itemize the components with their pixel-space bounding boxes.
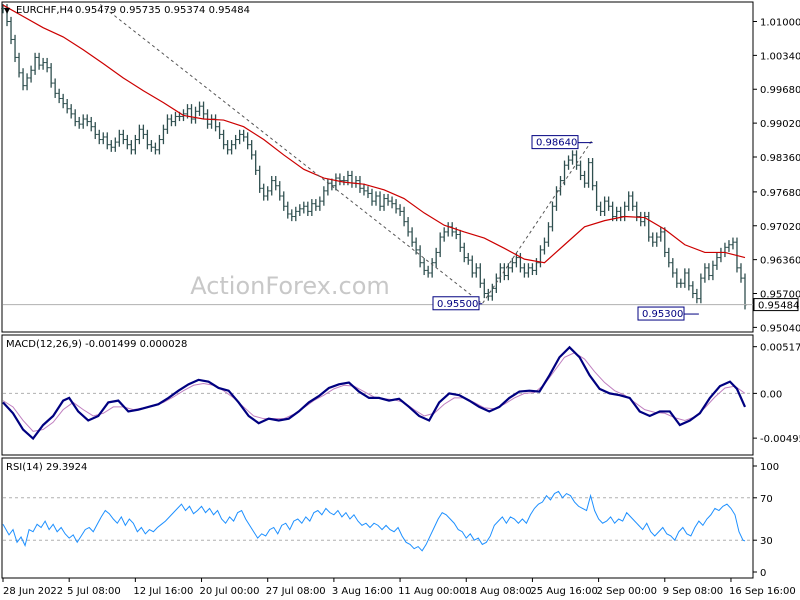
macd-axis-label: -0.004954 xyxy=(760,434,800,445)
macd-pane-frame xyxy=(1,334,754,456)
macd-layer xyxy=(2,345,753,441)
ohlc-label: 0.95479 0.95735 0.95374 0.95484 xyxy=(75,5,250,16)
price-axis-label: 0.97020 xyxy=(760,222,800,233)
time-axis-label: 5 Jul 08:00 xyxy=(67,586,121,597)
axis-layer: 1.01000 1.00340 0.99680 0.99020 0.98360 0.976… xyxy=(2,18,800,597)
price-axis-label: 0.95040 xyxy=(760,323,800,334)
rsi-line xyxy=(2,490,746,552)
price-axis-label: 0.95700 xyxy=(760,290,800,301)
symbol-label: EURCHF,H4 xyxy=(16,5,73,16)
time-axis-label: 11 Aug 00:00 xyxy=(398,586,465,597)
rsi-axis-label: 30 xyxy=(760,536,773,547)
macd-axis-label: 0.00 xyxy=(760,389,782,400)
rsi-axis-label: 100 xyxy=(760,462,779,473)
price-annotation-label: 0.95500 xyxy=(437,299,478,310)
time-axis-label: 3 Aug 16:00 xyxy=(332,586,393,597)
price-axis-label: 1.01000 xyxy=(760,18,800,29)
macd-line xyxy=(2,345,747,441)
price-axis-label: 0.97680 xyxy=(760,188,800,199)
time-axis-label: 12 Jul 16:00 xyxy=(133,586,193,597)
moving-average-line xyxy=(2,4,746,264)
macd-title: MACD(12,26,9) -0.001499 0.000028 xyxy=(6,339,187,350)
last-price-tag xyxy=(753,298,799,312)
price-axis-label: 0.99680 xyxy=(760,85,800,96)
last-price-label: 0.95484 xyxy=(758,301,799,312)
watermark: ActionForex.com xyxy=(190,272,390,300)
price-axis-label: 0.99020 xyxy=(760,119,800,130)
price-axis-label: 0.98360 xyxy=(760,153,800,164)
triangle-down-icon: ▼ xyxy=(4,6,11,15)
price-axis-label: 1.00340 xyxy=(760,51,800,62)
time-axis-label: 9 Sep 08:00 xyxy=(663,586,723,597)
time-axis-label: 28 Jun 2022 xyxy=(3,586,63,597)
price-pane-frame xyxy=(1,1,754,333)
price-layer: 0.98640 0.95500 0.95300 xyxy=(1,4,753,321)
rsi-title: RSI(14) 29.3924 xyxy=(6,462,87,473)
rsi-layer xyxy=(2,490,753,552)
macd-axis-label: 0.005171 xyxy=(760,343,800,354)
time-axis-label: 25 Aug 16:00 xyxy=(530,586,597,597)
price-axis-label: 0.96360 xyxy=(760,256,800,267)
time-axis-label: 16 Sep 16:00 xyxy=(729,586,796,597)
time-axis-label: 2 Sep 00:00 xyxy=(597,586,657,597)
rsi-axis-label: 70 xyxy=(760,494,773,505)
time-axis-label: 20 Jul 00:00 xyxy=(200,586,260,597)
rsi-axis-label: 0 xyxy=(760,568,766,579)
price-annotation-label: 0.95300 xyxy=(642,309,683,320)
rsi-pane-frame xyxy=(1,457,754,579)
price-annotation-label: 0.98640 xyxy=(536,138,577,149)
time-axis-label: 27 Jul 08:00 xyxy=(266,586,326,597)
time-axis-label: 18 Aug 08:00 xyxy=(464,586,531,597)
